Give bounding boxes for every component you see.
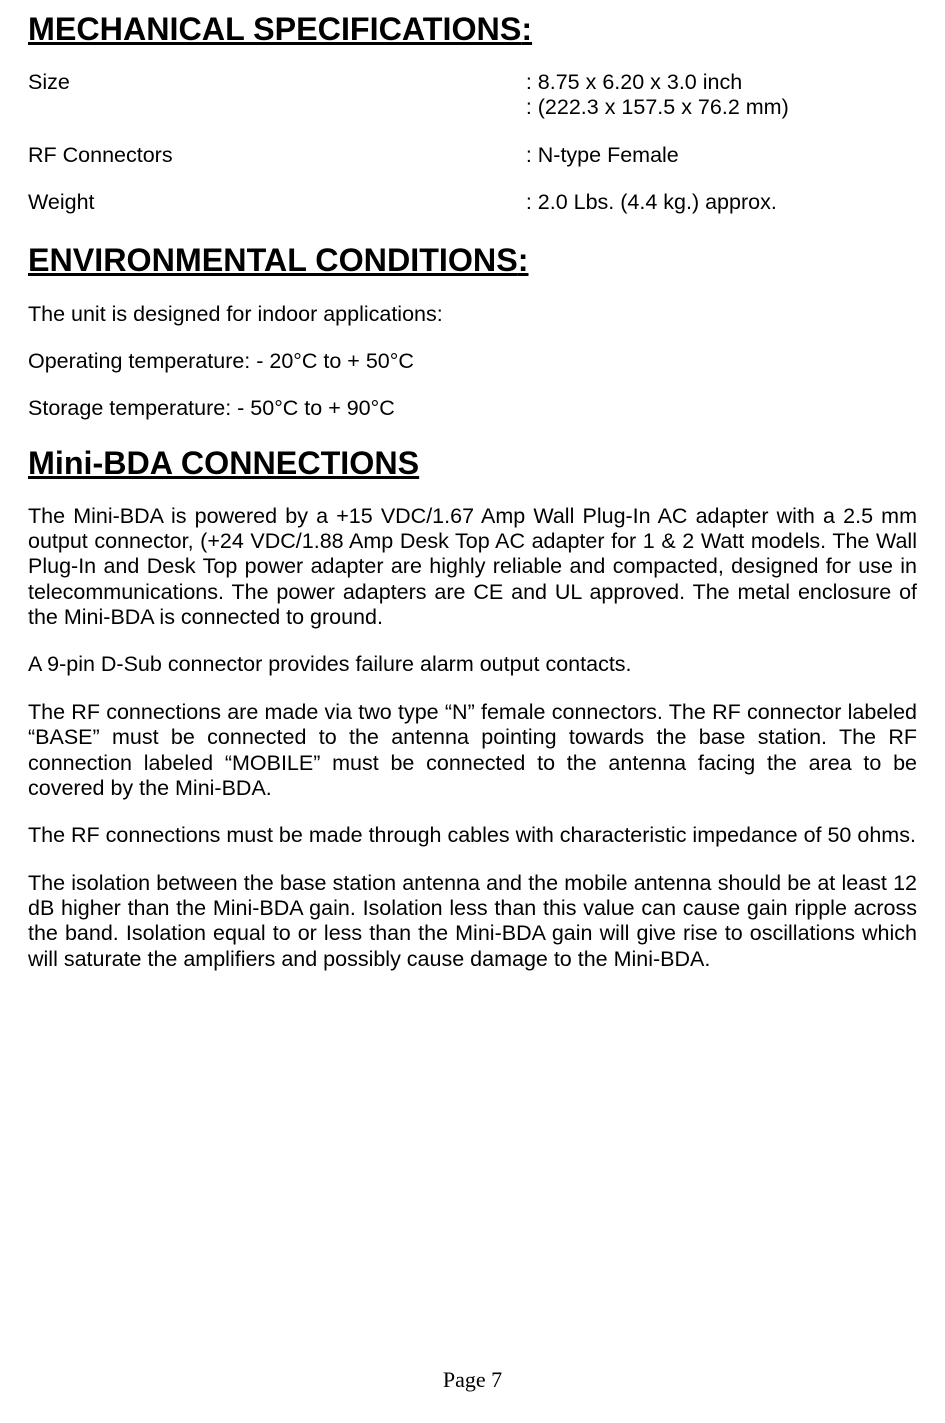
spec-label: Weight (28, 190, 526, 237)
connections-para-4: The RF connections must be made through … (28, 823, 917, 848)
spec-value-line: : (222.3 x 157.5 x 76.2 mm) (526, 95, 917, 120)
environmental-conditions-block: The unit is designed for indoor applicat… (28, 302, 917, 422)
spec-label: RF Connectors (28, 143, 526, 190)
spec-label: Size (28, 70, 526, 143)
heading-text: ENVIRONMENTAL CONDITIONS (28, 242, 518, 278)
spec-value-line: : 8.75 x 6.20 x 3.0 inch (526, 70, 917, 95)
env-storage-temp: Storage temperature: - 50°C to + 90°C (28, 396, 917, 421)
spec-row-weight: Weight : 2.0 Lbs. (4.4 kg.) approx. (28, 190, 917, 237)
spec-row-size: Size : 8.75 x 6.20 x 3.0 inch : (222.3 x… (28, 70, 917, 143)
spec-value: : 8.75 x 6.20 x 3.0 inch : (222.3 x 157.… (526, 70, 917, 143)
connections-para-3: The RF connections are made via two type… (28, 700, 917, 801)
mechanical-specs-heading: MECHANICAL SPECIFICATIONS: (28, 10, 917, 48)
heading-colon: : (518, 242, 529, 278)
env-operating-temp: Operating temperature: - 20°C to + 50°C (28, 349, 917, 374)
heading-colon: : (521, 11, 532, 47)
page-number: Page 7 (0, 1367, 945, 1393)
environmental-conditions-heading: ENVIRONMENTAL CONDITIONS: (28, 241, 917, 279)
connections-para-5: The isolation between the base station a… (28, 871, 917, 972)
spec-row-rf-connectors: RF Connectors : N-type Female (28, 143, 917, 190)
connections-para-2: A 9-pin D-Sub connector provides failure… (28, 652, 917, 677)
connections-para-1: The Mini-BDA is powered by a +15 VDC/1.6… (28, 504, 917, 631)
minibda-connections-heading: Mini-BDA CONNECTIONS (28, 444, 917, 482)
mechanical-specs-table: Size : 8.75 x 6.20 x 3.0 inch : (222.3 x… (28, 70, 917, 237)
env-intro: The unit is designed for indoor applicat… (28, 302, 917, 327)
spec-value: : N-type Female (526, 143, 917, 190)
heading-text: MECHANICAL SPECIFICATIONS (28, 11, 521, 47)
spec-value: : 2.0 Lbs. (4.4 kg.) approx. (526, 190, 917, 237)
